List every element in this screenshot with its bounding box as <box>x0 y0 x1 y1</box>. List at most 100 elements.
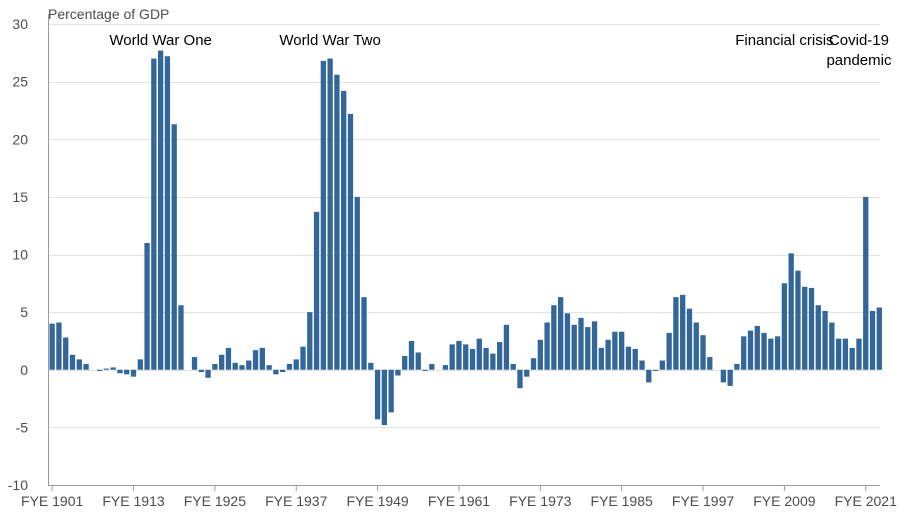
bar-1924 <box>205 369 211 378</box>
bar-1936 <box>286 363 293 370</box>
bar-1912 <box>124 369 130 375</box>
bar-1959 <box>442 365 449 370</box>
x-tick-label: FYE 1997 <box>672 493 734 509</box>
bar-1948 <box>368 362 374 370</box>
bar-1944 <box>341 90 347 370</box>
bar-2005 <box>754 325 760 370</box>
bar-2010 <box>788 253 794 370</box>
axes <box>48 14 880 491</box>
bar-1975 <box>551 305 557 370</box>
bar-1970 <box>517 369 523 389</box>
bar-1985 <box>619 331 625 370</box>
gridlines <box>48 24 880 428</box>
bar-1968 <box>503 324 510 370</box>
bar-2011 <box>795 270 801 370</box>
bar-1982 <box>598 347 604 370</box>
bar-1929 <box>239 365 245 370</box>
bar-1997 <box>700 335 706 370</box>
bar-2019 <box>849 347 855 370</box>
x-tick-label: FYE 1901 <box>21 493 83 509</box>
bar-1917 <box>157 50 164 370</box>
bar-1940 <box>313 211 320 370</box>
bar-1914 <box>137 359 143 370</box>
y-axis-title: Percentage of GDP <box>48 6 169 22</box>
annotation-label: World War Two <box>279 32 380 49</box>
bar-1978 <box>571 324 577 370</box>
bar-2013 <box>808 287 815 370</box>
bar-1937 <box>293 359 299 370</box>
bar-1964 <box>476 338 482 370</box>
bar-1979 <box>578 317 584 370</box>
bar-1946 <box>354 196 360 370</box>
bar-1969 <box>510 363 516 370</box>
bar-1986 <box>625 346 632 370</box>
bar-1954 <box>408 340 415 370</box>
bar-1981 <box>591 321 598 370</box>
bar-1941 <box>320 60 326 370</box>
bar-1911 <box>117 369 123 374</box>
bar-2002 <box>734 363 740 370</box>
y-tick-label: 15 <box>12 189 28 205</box>
bar-1952 <box>395 369 401 376</box>
labels: -10 -5 0 5 10 15 20 25 30 FYE 1901 FYE 1913 FYE 192… <box>8 16 897 509</box>
bar-1920 <box>178 305 184 370</box>
bar-1915 <box>144 242 150 370</box>
bar-1994 <box>680 294 686 370</box>
bar-1905 <box>76 359 82 370</box>
bar-1901 <box>49 323 55 370</box>
y-tick-label: -5 <box>16 419 29 435</box>
bar-1910 <box>110 367 116 370</box>
bar-1973 <box>537 339 543 370</box>
bar-1963 <box>469 349 476 370</box>
x-tick-label: FYE 1937 <box>265 493 327 509</box>
bar-1933 <box>266 365 272 370</box>
bar-1953 <box>402 355 408 370</box>
bar-1956 <box>422 369 428 371</box>
y-tick-label: -10 <box>8 477 28 493</box>
bar-2007 <box>768 338 774 370</box>
bar-1972 <box>530 358 537 370</box>
bar-2021 <box>863 196 869 370</box>
bar-1908 <box>96 369 103 371</box>
bar-1987 <box>632 349 638 370</box>
bar-2023 <box>876 307 882 370</box>
bar-1977 <box>564 313 571 370</box>
bar-1974 <box>544 322 550 370</box>
bar-1951 <box>388 369 394 413</box>
x-tick-label: FYE 1925 <box>184 493 246 509</box>
bar-2003 <box>741 336 747 370</box>
bar-1922 <box>191 357 198 370</box>
bar-2012 <box>802 286 808 370</box>
bar-1942 <box>327 58 333 370</box>
annotation-label: pandemic <box>826 52 892 69</box>
annotation-label: Financial crisis <box>735 32 833 49</box>
x-tick-label: FYE 1949 <box>346 493 408 509</box>
bar-1950 <box>381 369 388 426</box>
bar-1989 <box>646 369 652 383</box>
bar-2006 <box>761 332 767 370</box>
bar-1925 <box>212 363 218 370</box>
bar-1918 <box>164 56 171 370</box>
bars <box>49 50 882 426</box>
bar-1988 <box>639 360 645 370</box>
bar-1991 <box>659 360 665 370</box>
bar-1913 <box>130 369 137 377</box>
bar-2008 <box>774 336 781 370</box>
y-tick-label: 0 <box>20 362 28 378</box>
bar-1976 <box>558 297 564 370</box>
bar-1967 <box>496 342 503 370</box>
bar-1983 <box>605 339 611 370</box>
x-tick-label: FYE 2021 <box>835 493 897 509</box>
bar-1903 <box>63 337 69 370</box>
bar-1938 <box>300 346 306 370</box>
bar-1993 <box>673 297 679 370</box>
bar-2015 <box>822 310 828 370</box>
bar-1992 <box>666 332 672 370</box>
bar-1928 <box>232 362 238 370</box>
bar-1904 <box>69 354 76 370</box>
bar-1947 <box>361 297 367 370</box>
bar-1906 <box>83 363 89 370</box>
bar-1931 <box>252 350 259 370</box>
bar-1965 <box>483 347 489 370</box>
bar-1961 <box>456 340 462 370</box>
